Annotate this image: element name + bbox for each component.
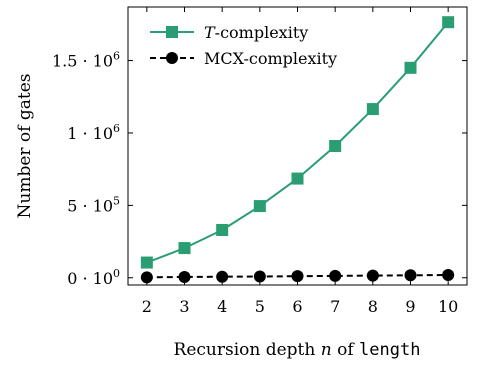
x-tick-label-4: 6: [292, 297, 302, 316]
x-tick-label-8: 10: [438, 297, 458, 316]
data-point-t-complexity-7: [329, 140, 342, 152]
legend: T-complexity MCX-complexity: [150, 23, 337, 68]
x-tick-label-3: 5: [255, 297, 265, 316]
data-point-t-complexity-9: [404, 61, 417, 74]
legend-item-mcx-complexity: MCX-complexity: [150, 49, 337, 68]
series-layer: [140, 16, 455, 284]
data-point-mcx-complexity-9: [404, 269, 417, 282]
legend-label-t-rest: -complexity: [215, 23, 309, 42]
data-point-t-complexity-10: [442, 16, 455, 29]
data-point-t-complexity-3: [178, 242, 191, 255]
x-axis-label-var: n: [321, 340, 332, 360]
x-tick-label-0: 2: [142, 297, 152, 316]
data-point-t-complexity-2: [140, 256, 153, 269]
legend-item-t-complexity: T-complexity: [150, 23, 308, 42]
x-tick-label-2: 4: [217, 297, 227, 316]
data-point-mcx-complexity-8: [366, 269, 379, 282]
x-tick-label-5: 7: [330, 297, 340, 316]
data-point-mcx-complexity-3: [178, 271, 191, 284]
data-point-t-complexity-4: [216, 223, 229, 236]
data-point-t-complexity-5: [253, 200, 266, 213]
legend-marker-t-complexity: [166, 26, 178, 38]
y-tick-label-3: 1.5 · 106: [52, 50, 120, 71]
data-point-mcx-complexity-10: [442, 269, 455, 282]
y-axis-label: Number of gates: [15, 74, 35, 219]
y-tick-label-2: 1 · 106: [67, 122, 120, 143]
data-point-mcx-complexity-7: [329, 269, 342, 282]
legend-label-mcx-complexity: MCX-complexity: [204, 49, 337, 68]
data-point-mcx-complexity-5: [253, 270, 266, 283]
x-tick-label-6: 8: [368, 297, 378, 316]
x-axis-label-mid: of: [332, 340, 359, 360]
data-point-t-complexity-6: [291, 172, 304, 185]
x-axis-label-prefix: Recursion depth: [174, 340, 321, 360]
data-point-mcx-complexity-2: [140, 271, 153, 284]
legend-label-t-var: T: [204, 23, 216, 42]
x-axis-label: Recursion depth n of length: [174, 340, 421, 360]
data-point-mcx-complexity-6: [291, 270, 304, 283]
x-tick-label-1: 3: [179, 297, 189, 316]
y-tick-label-1: 5 · 105: [67, 194, 120, 215]
legend-label-t-complexity: T-complexity: [204, 23, 308, 42]
data-point-mcx-complexity-4: [216, 270, 229, 283]
legend-marker-mcx-complexity: [166, 52, 178, 64]
x-axis-label-code: length: [359, 340, 420, 360]
y-tick-label-0: 0 · 100: [67, 267, 120, 288]
data-point-t-complexity-8: [366, 103, 379, 116]
y-axis-ticks: 0 · 100 5 · 105 1 · 106 1.5 · 106: [52, 50, 467, 288]
x-tick-label-7: 9: [405, 297, 415, 316]
